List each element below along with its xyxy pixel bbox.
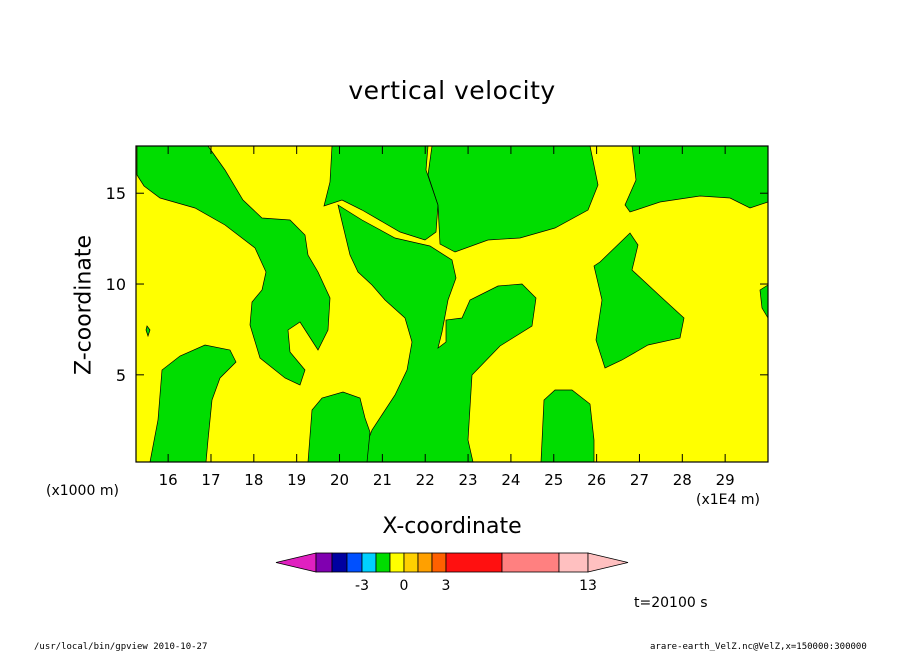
negative-velocity-regions (136, 145, 769, 463)
colorbar-cell (375, 552, 391, 573)
colorbar-cell (431, 552, 447, 573)
time-label: t=20100 s (634, 595, 708, 611)
x-axis-label: X-coordinate (382, 514, 522, 539)
colorbar-tick-label: 3 (442, 578, 451, 594)
y-tick-label: 10 (106, 275, 126, 294)
plot-area: 16 17 18 19 20 21 22 23 24 25 26 27 28 29 5 10 15 (106, 145, 769, 489)
x-tick-label: 25 (544, 471, 563, 489)
colorbar-cell (361, 552, 377, 573)
x-axis-unit: (x1E4 m) (696, 492, 760, 508)
colorbar-high-arrow (587, 552, 629, 573)
x-tick-label: 19 (287, 471, 306, 489)
colorbar-tick-label: 0 (400, 578, 409, 594)
colorbar-cell (389, 552, 405, 573)
region-left-lower (149, 344, 237, 463)
colorbar-tick-label: 13 (579, 578, 597, 594)
x-tick-label: 29 (716, 471, 735, 489)
plot-frame (135, 145, 769, 463)
y-axis-label: Z-coordinate (71, 235, 97, 375)
x-tick-label: 27 (630, 471, 649, 489)
region-upper-left (136, 145, 331, 386)
colorbar-cell (445, 552, 503, 573)
x-tick-label: 26 (587, 471, 606, 489)
x-tick-label: 16 (159, 471, 178, 489)
x-tick-label: 17 (201, 471, 220, 489)
footer-right-text: arare-earth_VelZ.nc@VelZ,x=150000:300000 (650, 642, 867, 652)
x-tick-label: 21 (373, 471, 392, 489)
y-axis-unit: (x1000 m) (46, 483, 119, 499)
colorbar-cell (417, 552, 433, 573)
colorbar-cell (558, 552, 589, 573)
x-tick-label: 22 (416, 471, 435, 489)
x-tick-label: 20 (330, 471, 349, 489)
colorbar-cell (501, 552, 560, 573)
region-right-middle (593, 232, 685, 369)
colorbar-cell (331, 552, 348, 573)
x-axis-ticks: 16 17 18 19 20 21 22 23 24 25 26 27 28 29 (159, 146, 735, 489)
colorbar-cell (403, 552, 419, 573)
x-tick-label: 28 (673, 471, 692, 489)
x-tick-label: 24 (501, 471, 520, 489)
region-bottom-right (540, 389, 595, 463)
colorbar-tick-label: -3 (355, 578, 369, 594)
region-center-column (323, 145, 537, 463)
colorbar-cell (315, 552, 333, 573)
x-tick-label: 23 (459, 471, 478, 489)
colorbar-low-arrow (275, 552, 317, 573)
y-tick-label: 15 (106, 184, 126, 203)
region-bottom-center (307, 391, 371, 463)
y-tick-label: 5 (116, 366, 126, 385)
chart-title: vertical velocity (348, 76, 556, 105)
x-tick-label: 18 (244, 471, 263, 489)
y-axis-ticks: 5 10 15 (106, 184, 768, 385)
colorbar-cell (346, 552, 363, 573)
footer-left-text: /usr/local/bin/gpview 2010-10-27 (34, 642, 208, 652)
region-small-mark (145, 325, 151, 338)
colorbar: -3 0 3 13 (275, 552, 629, 594)
